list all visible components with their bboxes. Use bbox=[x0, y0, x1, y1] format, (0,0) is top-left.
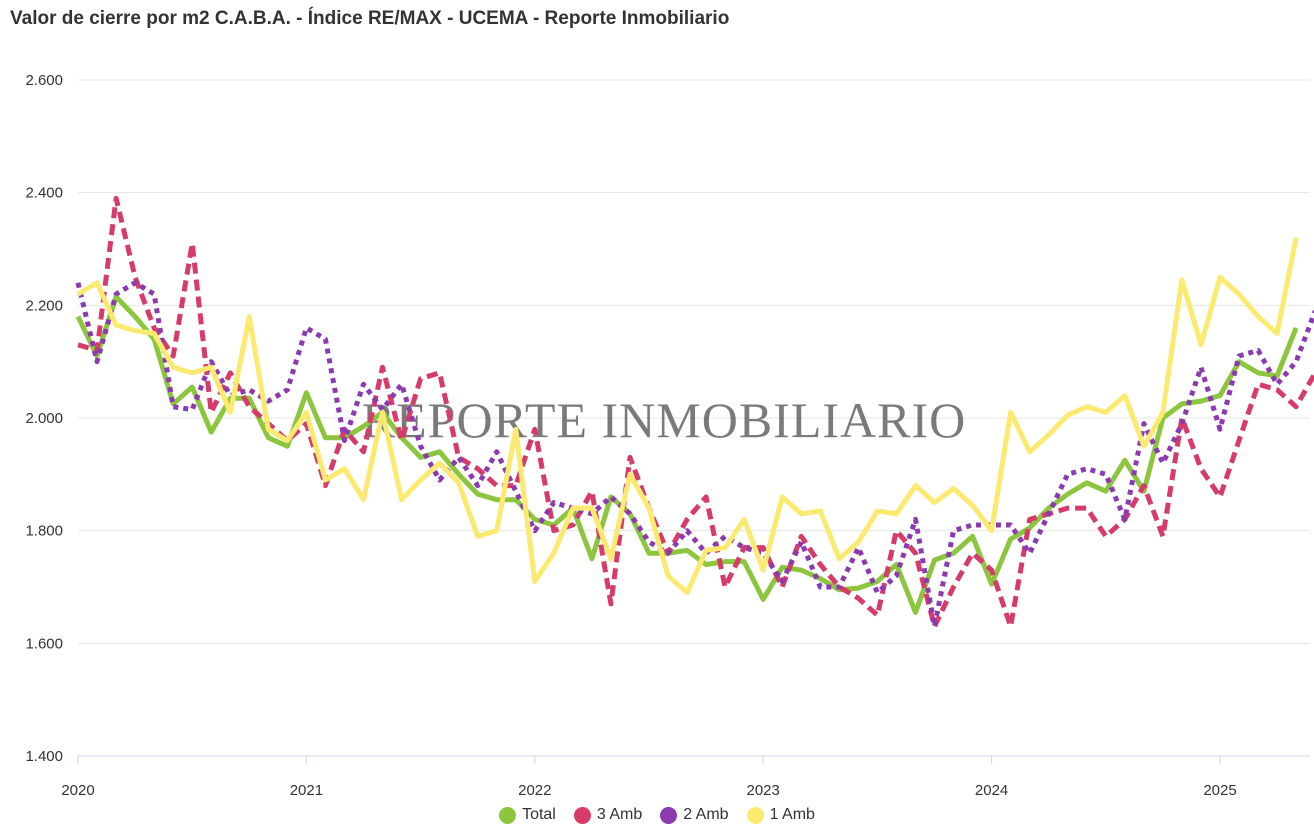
series-group bbox=[75, 195, 1314, 629]
legend-marker-icon bbox=[660, 806, 678, 824]
legend-label: 1 Amb bbox=[769, 806, 815, 823]
x-tick-label: 2022 bbox=[518, 782, 551, 799]
legend-marker-icon bbox=[499, 806, 517, 824]
series-line-total[interactable] bbox=[75, 294, 1299, 615]
y-tick-label: 1.400 bbox=[25, 748, 63, 765]
legend-item-1-amb[interactable]: 1 Amb bbox=[746, 806, 815, 824]
legend: Total 3 Amb 2 Amb 1 Amb bbox=[0, 806, 1314, 824]
legend-label: 3 Amb bbox=[596, 806, 643, 823]
y-tick-label: 2.000 bbox=[25, 410, 63, 427]
x-tick-label: 2024 bbox=[975, 782, 1008, 799]
chart-title: Valor de cierre por m2 C.A.B.A. - Índice… bbox=[10, 8, 730, 29]
y-tick-label: 2.400 bbox=[25, 185, 63, 202]
x-tick-label: 2020 bbox=[61, 782, 94, 799]
y-tick-label: 2.200 bbox=[25, 297, 63, 314]
y-axis: 1.400 1.600 1.800 2.000 2.200 2.400 2.600 bbox=[25, 72, 63, 765]
y-tick-label: 1.600 bbox=[25, 635, 63, 652]
series-line-2-amb[interactable] bbox=[75, 280, 1314, 629]
legend-marker-icon bbox=[746, 806, 764, 824]
series-line-1-amb[interactable] bbox=[76, 237, 1299, 596]
y-tick-label: 2.600 bbox=[25, 72, 63, 89]
x-tick-label: 2023 bbox=[747, 782, 780, 799]
x-tick-label: 2025 bbox=[1203, 782, 1236, 799]
legend-item-2-amb[interactable]: 2 Amb bbox=[660, 806, 729, 824]
legend-marker-icon bbox=[573, 806, 591, 824]
legend-label: 2 Amb bbox=[683, 806, 729, 823]
legend-item-total[interactable]: Total bbox=[499, 806, 556, 824]
watermark: REPORTE INMOBILIARIO bbox=[362, 392, 966, 448]
legend-label: Total bbox=[522, 806, 556, 823]
x-tick-label: 2021 bbox=[290, 782, 323, 799]
grid-lines bbox=[78, 79, 1310, 644]
x-axis: 2020 2021 2022 2023 2024 2025 bbox=[61, 756, 1237, 799]
y-tick-label: 1.800 bbox=[25, 523, 63, 540]
legend-item-3-amb[interactable]: 3 Amb bbox=[573, 806, 643, 824]
